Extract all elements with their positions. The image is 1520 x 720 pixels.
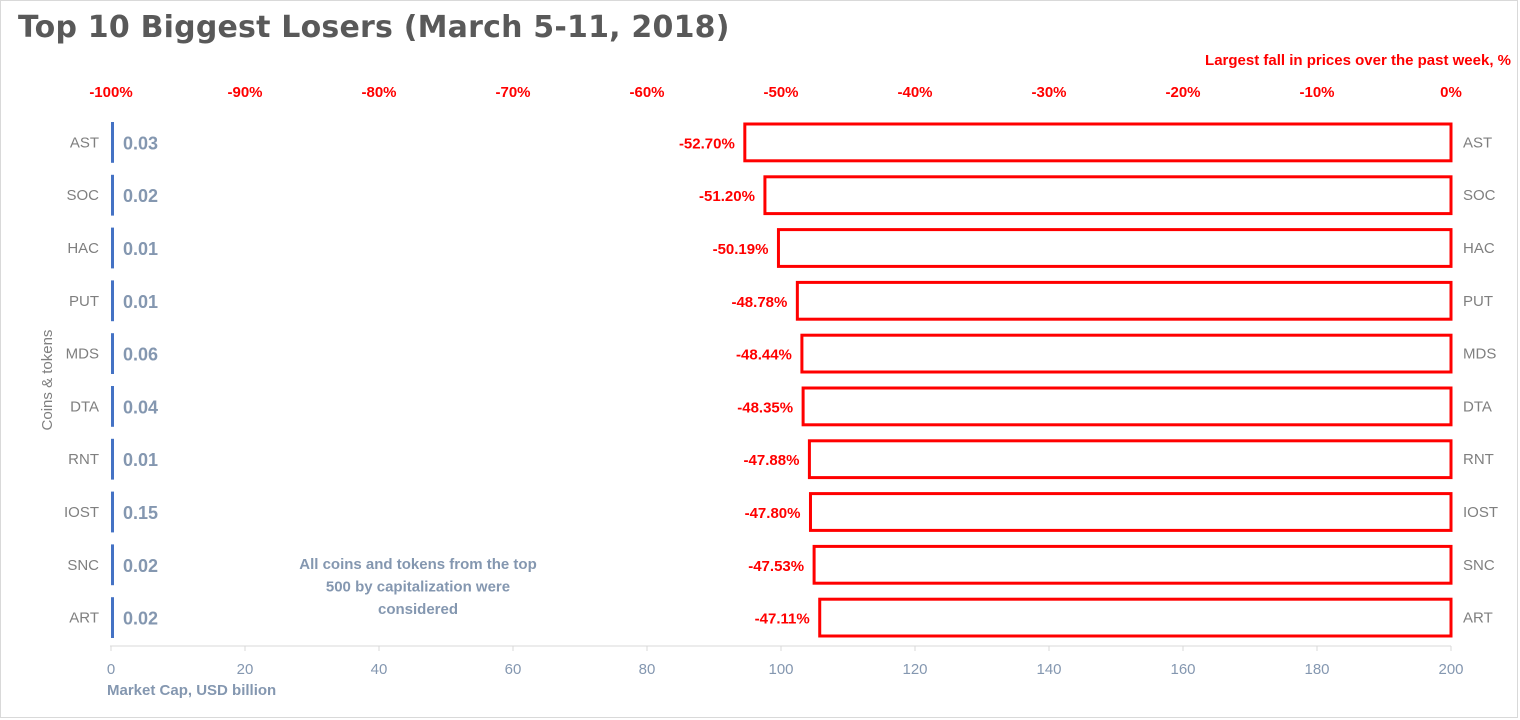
price-change-bar xyxy=(812,544,1453,585)
top-axis-tick-label: -70% xyxy=(495,84,530,101)
market-cap-bar xyxy=(111,386,114,427)
category-label-right: RNT xyxy=(1463,451,1494,468)
market-cap-value-label: 0.01 xyxy=(123,450,158,470)
market-cap-bar xyxy=(111,544,114,586)
annotation-text: All coins and tokens from the top xyxy=(299,556,537,573)
market-cap-value-label: 0.03 xyxy=(123,133,158,153)
price-change-bar xyxy=(818,597,1453,638)
top-axis-tick-label: -30% xyxy=(1031,84,1066,101)
market-cap-bar xyxy=(111,174,114,216)
price-change-bar xyxy=(795,280,1453,321)
category-label-right: ART xyxy=(1463,610,1493,627)
annotation-text: 500 by capitalization were xyxy=(326,579,510,596)
price-change-value-label: -48.35% xyxy=(737,399,793,416)
top-axis-title: Largest fall in prices over the past wee… xyxy=(1205,52,1511,69)
price-change-bar xyxy=(743,122,1453,163)
category-label-left: ART xyxy=(69,610,99,627)
category-label-right: SOC xyxy=(1463,187,1496,204)
price-change-bar xyxy=(800,333,1453,374)
category-label-right: SNC xyxy=(1463,557,1495,574)
market-cap-value-label: 0.02 xyxy=(123,186,158,206)
category-label-right: HAC xyxy=(1463,240,1495,257)
price-change-bar xyxy=(776,228,1453,268)
category-label-left: DTA xyxy=(70,398,99,415)
market-cap-value-label: 0.01 xyxy=(123,292,158,312)
bottom-axis-tick-label: 120 xyxy=(902,661,927,678)
market-cap-bar xyxy=(111,227,114,269)
category-label-right: PUT xyxy=(1463,293,1493,310)
y-axis-title: Coins & tokens xyxy=(39,330,56,431)
market-cap-value-label: 0.02 xyxy=(123,609,158,629)
bottom-axis-tick-label: 180 xyxy=(1304,661,1329,678)
bottom-axis-tick-label: 100 xyxy=(768,661,793,678)
chart-title: Top 10 Biggest Losers (March 5-11, 2018) xyxy=(18,10,730,45)
top-axis-tick-label: -50% xyxy=(763,84,798,101)
price-change-value-label: -48.78% xyxy=(731,294,787,311)
category-label-left: HAC xyxy=(67,240,99,257)
bottom-axis-tick-label: 140 xyxy=(1036,661,1061,678)
category-label-left: PUT xyxy=(69,293,99,310)
top-axis-tick-label: -10% xyxy=(1299,84,1334,101)
bottom-axis-tick-label: 160 xyxy=(1170,661,1195,678)
price-change-bar xyxy=(801,386,1453,427)
top-axis-tick-label: -20% xyxy=(1165,84,1200,101)
top-axis-tick-label: -40% xyxy=(897,84,932,101)
category-label-right: AST xyxy=(1463,134,1492,151)
top-axis-tick-label: -80% xyxy=(361,84,396,101)
market-cap-bar xyxy=(111,280,114,322)
market-cap-value-label: 0.02 xyxy=(123,556,158,576)
price-change-value-label: -47.53% xyxy=(748,558,804,575)
bottom-axis-tick-label: 0 xyxy=(107,661,115,678)
price-change-value-label: -48.44% xyxy=(736,347,792,364)
bottom-axis-tick-label: 40 xyxy=(371,661,388,678)
price-change-value-label: -51.20% xyxy=(699,188,755,205)
market-cap-bar xyxy=(111,491,114,533)
bottom-axis-tick-label: 200 xyxy=(1438,661,1463,678)
category-label-left: AST xyxy=(70,134,99,151)
price-change-value-label: -52.70% xyxy=(679,135,735,152)
bottom-axis-title: Market Cap, USD billion xyxy=(107,682,276,699)
category-label-left: SNC xyxy=(67,557,99,574)
category-label-right: DTA xyxy=(1463,398,1492,415)
price-change-value-label: -47.88% xyxy=(744,452,800,469)
price-change-value-label: -50.19% xyxy=(713,241,769,258)
price-change-value-label: -47.80% xyxy=(745,505,801,522)
market-cap-bar xyxy=(111,122,114,163)
category-label-left: SOC xyxy=(66,187,99,204)
top-axis-tick-label: -60% xyxy=(629,84,664,101)
annotation-text: considered xyxy=(378,601,458,618)
bottom-axis-tick-label: 80 xyxy=(639,661,656,678)
price-change-bar xyxy=(763,175,1453,216)
category-label-left: RNT xyxy=(68,451,99,468)
market-cap-bar xyxy=(111,597,114,638)
top-axis-tick-label: -90% xyxy=(227,84,262,101)
market-cap-value-label: 0.06 xyxy=(123,345,158,365)
bottom-axis-tick-label: 20 xyxy=(237,661,254,678)
price-change-bar xyxy=(808,492,1453,532)
top-axis-tick-label: -100% xyxy=(89,84,132,101)
category-label-left: MDS xyxy=(66,346,99,363)
market-cap-value-label: 0.15 xyxy=(123,503,158,523)
category-label-left: IOST xyxy=(64,504,99,521)
bottom-axis-tick-label: 60 xyxy=(505,661,522,678)
price-change-bar xyxy=(807,439,1453,480)
category-label-right: IOST xyxy=(1463,504,1498,521)
category-label-right: MDS xyxy=(1463,346,1496,363)
market-cap-value-label: 0.04 xyxy=(123,397,158,417)
market-cap-bar xyxy=(111,333,114,374)
price-change-value-label: -47.11% xyxy=(755,611,810,628)
market-cap-bar xyxy=(111,438,114,480)
market-cap-value-label: 0.01 xyxy=(123,239,158,259)
top-axis-tick-label: 0% xyxy=(1440,84,1462,101)
